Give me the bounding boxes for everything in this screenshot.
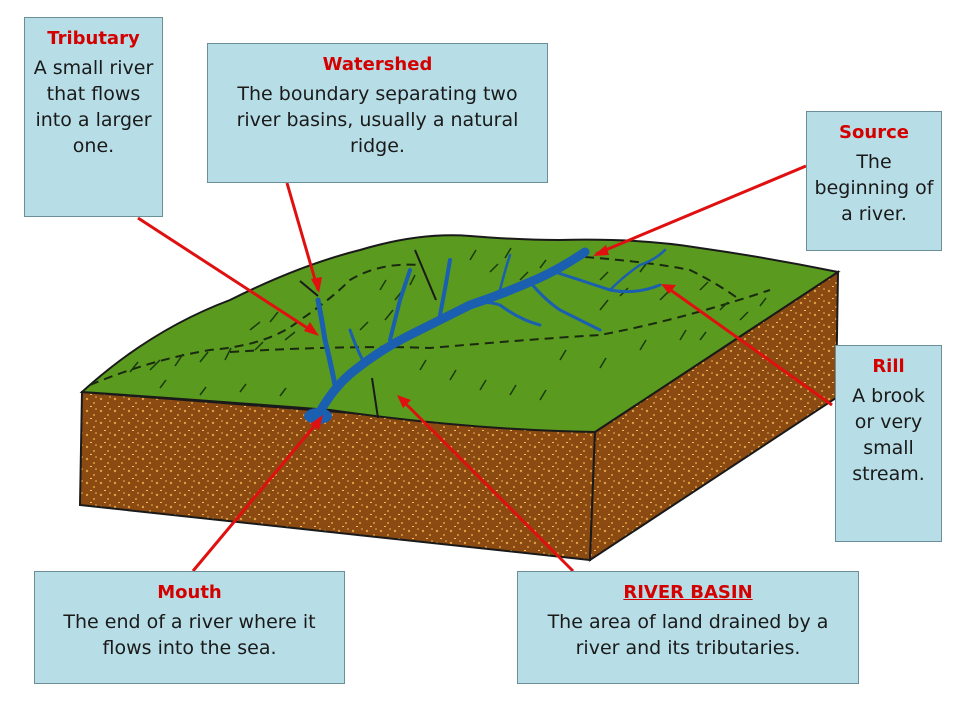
rill-title: Rill [872,356,905,377]
pointer-source [595,164,807,256]
tributary-river [438,258,452,317]
tributary-river [608,248,667,292]
tributary-river [498,253,512,292]
tributary-river [528,280,602,332]
rill-description: A brook or very small stream. [852,385,925,485]
source-description: The beginning of a river. [814,151,934,225]
arrowhead-rill [661,284,676,294]
tributary-callout: Tributary A small river that flows into … [24,17,163,217]
river-basin-title: RIVER BASIN [623,582,753,603]
pointer-rill [664,284,833,407]
tributary-river [468,301,542,327]
arrowhead-source [593,245,609,256]
mouth-description: The end of a river where it flows into t… [63,611,316,659]
mouth-title: Mouth [157,582,222,603]
tributary-description: A small river that flows into a larger o… [33,57,154,157]
pointer-lines [137,164,833,573]
pointer-river-basin [398,396,575,573]
river-network [313,247,667,420]
river-basin-callout: RIVER BASIN The area of land drained by … [517,571,859,684]
land-surface [79,234,841,434]
ridge-line [299,249,437,419]
tributary-river [315,297,338,388]
watershed-callout: Watershed The boundary separating two ri… [207,43,548,183]
river-mouth [304,408,332,424]
tributary-title: Tributary [47,28,140,49]
rill-callout: Rill A brook or very small stream. [835,345,942,542]
watershed-boundary-line [89,256,771,386]
rill-marks [129,247,767,401]
river-basin-description: The area of land drained by a river and … [547,611,829,659]
mouth-callout: Mouth The end of a river where it flows … [34,571,345,684]
arrowhead-watershed [311,277,322,293]
source-callout: Source The beginning of a river. [806,111,942,251]
watershed-description: The boundary separating two river basins… [236,83,519,157]
arrowhead-mouth [310,415,323,430]
tributary-river [348,328,367,367]
pointer-tributary [137,216,316,335]
arrowhead-tributary [304,322,319,336]
pointer-mouth [191,417,323,572]
pointer-arrowheads [304,245,676,430]
pointer-watershed [285,182,320,291]
tributary-river [388,268,412,342]
arrowhead-river-basin [397,395,411,408]
watershed-title: Watershed [322,54,433,75]
source-title: Source [839,122,909,143]
